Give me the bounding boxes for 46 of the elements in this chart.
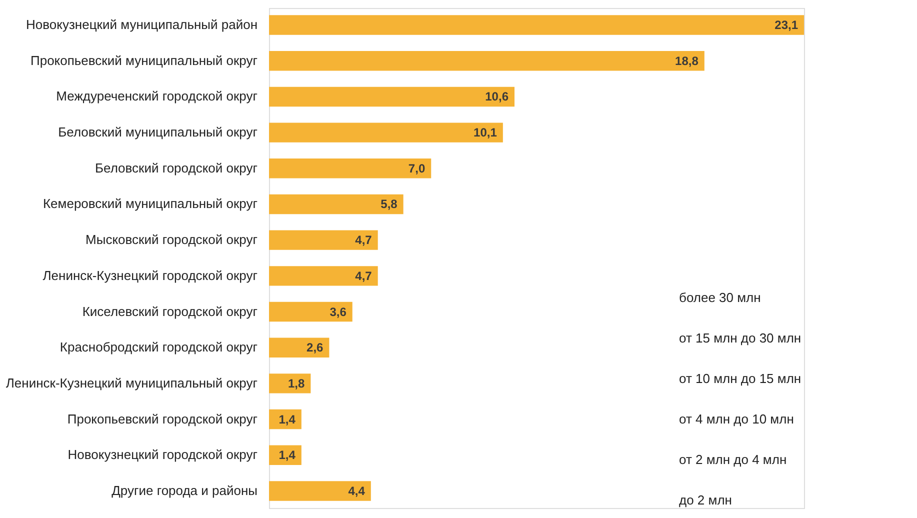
data-label: 18,8 <box>675 54 699 68</box>
y-tick-label: Другие города и районы <box>112 482 258 498</box>
y-tick-label: Беловский городской округ <box>95 160 258 176</box>
bar <box>269 266 378 286</box>
y-tick-label: Мысковский городской округ <box>86 232 258 248</box>
bar <box>269 51 704 71</box>
data-label: 1,4 <box>278 412 296 426</box>
bar <box>269 86 514 107</box>
y-tick-label: Краснобродский городской округ <box>60 340 258 355</box>
bar <box>269 194 404 214</box>
data-label: 1,4 <box>278 448 296 462</box>
bar <box>269 158 432 178</box>
y-tick-label: Киселевский городской округ <box>82 304 258 319</box>
data-label: 10,1 <box>474 126 498 140</box>
y-tick-label: Кемеровский муниципальный округ <box>42 196 258 212</box>
data-label: 7,0 <box>408 161 426 176</box>
bar <box>269 481 371 501</box>
y-tick-label: Новокузнецкий муниципальный район <box>26 17 258 32</box>
y-tick-label: Беловский муниципальный округ <box>58 124 258 140</box>
data-label: 2,6 <box>306 340 324 355</box>
y-tick-label: Ленинск-Кузнецкий городской округ <box>42 268 258 283</box>
y-tick-label: Новокузнецкий городской округ <box>68 447 258 462</box>
data-label: 4,7 <box>355 233 372 248</box>
bar <box>269 15 804 35</box>
data-label: 4,7 <box>355 268 372 283</box>
bar <box>269 230 378 250</box>
data-label: 10,6 <box>485 90 509 104</box>
data-label: 4,4 <box>348 484 366 498</box>
y-tick-label: Прокопьевский городской округ <box>67 411 258 426</box>
annotation: от 15 млн до 30 млн <box>679 330 802 346</box>
annotation: от 2 млн до 4 млн <box>679 452 787 467</box>
data-label: 5,8 <box>380 197 398 212</box>
bar <box>269 374 311 394</box>
bar <box>269 122 503 142</box>
y-tick-label: Междуреченский городской округ <box>56 88 258 104</box>
annotation: более 30 млн <box>679 290 761 305</box>
y-tick-label: Прокопьевский муниципальный округ <box>30 52 258 68</box>
annotation: от 10 млн до 15 млн <box>679 371 802 386</box>
annotation: до 2 млн <box>679 492 732 508</box>
bar <box>269 338 330 358</box>
annotation: от 4 млн до 10 млн <box>679 412 794 426</box>
data-label: 1,8 <box>288 376 306 390</box>
data-label: 3,6 <box>330 304 347 319</box>
data-label: 23,1 <box>774 18 798 32</box>
bar <box>269 302 352 322</box>
y-tick-label: Ленинск-Кузнецкий муниципальный округ <box>6 375 258 390</box>
